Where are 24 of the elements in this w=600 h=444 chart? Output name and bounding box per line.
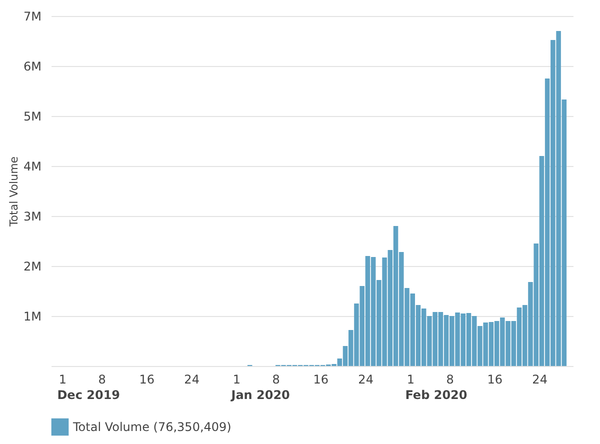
x-tick-label: 24 bbox=[358, 372, 374, 386]
x-tick-label: 16 bbox=[487, 372, 503, 386]
y-tick-label: 1M bbox=[24, 310, 42, 324]
y-tick-label: 5M bbox=[24, 110, 42, 124]
y-tick-label: 6M bbox=[24, 60, 42, 74]
x-tick-label: 1 bbox=[58, 372, 67, 386]
y-tick-label: 7M bbox=[24, 10, 42, 24]
x-tick-label: 24 bbox=[184, 372, 200, 386]
text: Feb 2020 bbox=[405, 388, 468, 402]
x-tick-label: 1 bbox=[232, 372, 241, 386]
text: Dec 2019 bbox=[57, 388, 120, 402]
legend-label: Total Volume (76,350,409) bbox=[72, 420, 232, 434]
text: Jan 2020 bbox=[230, 388, 290, 402]
y-tick-label: 4M bbox=[24, 160, 42, 174]
x-tick-label: 8 bbox=[446, 372, 454, 386]
y-tick-label: 2M bbox=[24, 260, 42, 274]
x-tick-label: 16 bbox=[139, 372, 155, 386]
x-tick-label: 24 bbox=[532, 372, 548, 386]
x-tick-label: 8 bbox=[272, 372, 280, 386]
x-tick-label: 1 bbox=[406, 372, 415, 386]
x-tick-label: 8 bbox=[98, 372, 106, 386]
y-axis-title: Total Volume bbox=[8, 156, 21, 228]
y-tick-label: 3M bbox=[24, 210, 42, 224]
x-tick-label: 16 bbox=[313, 372, 329, 386]
